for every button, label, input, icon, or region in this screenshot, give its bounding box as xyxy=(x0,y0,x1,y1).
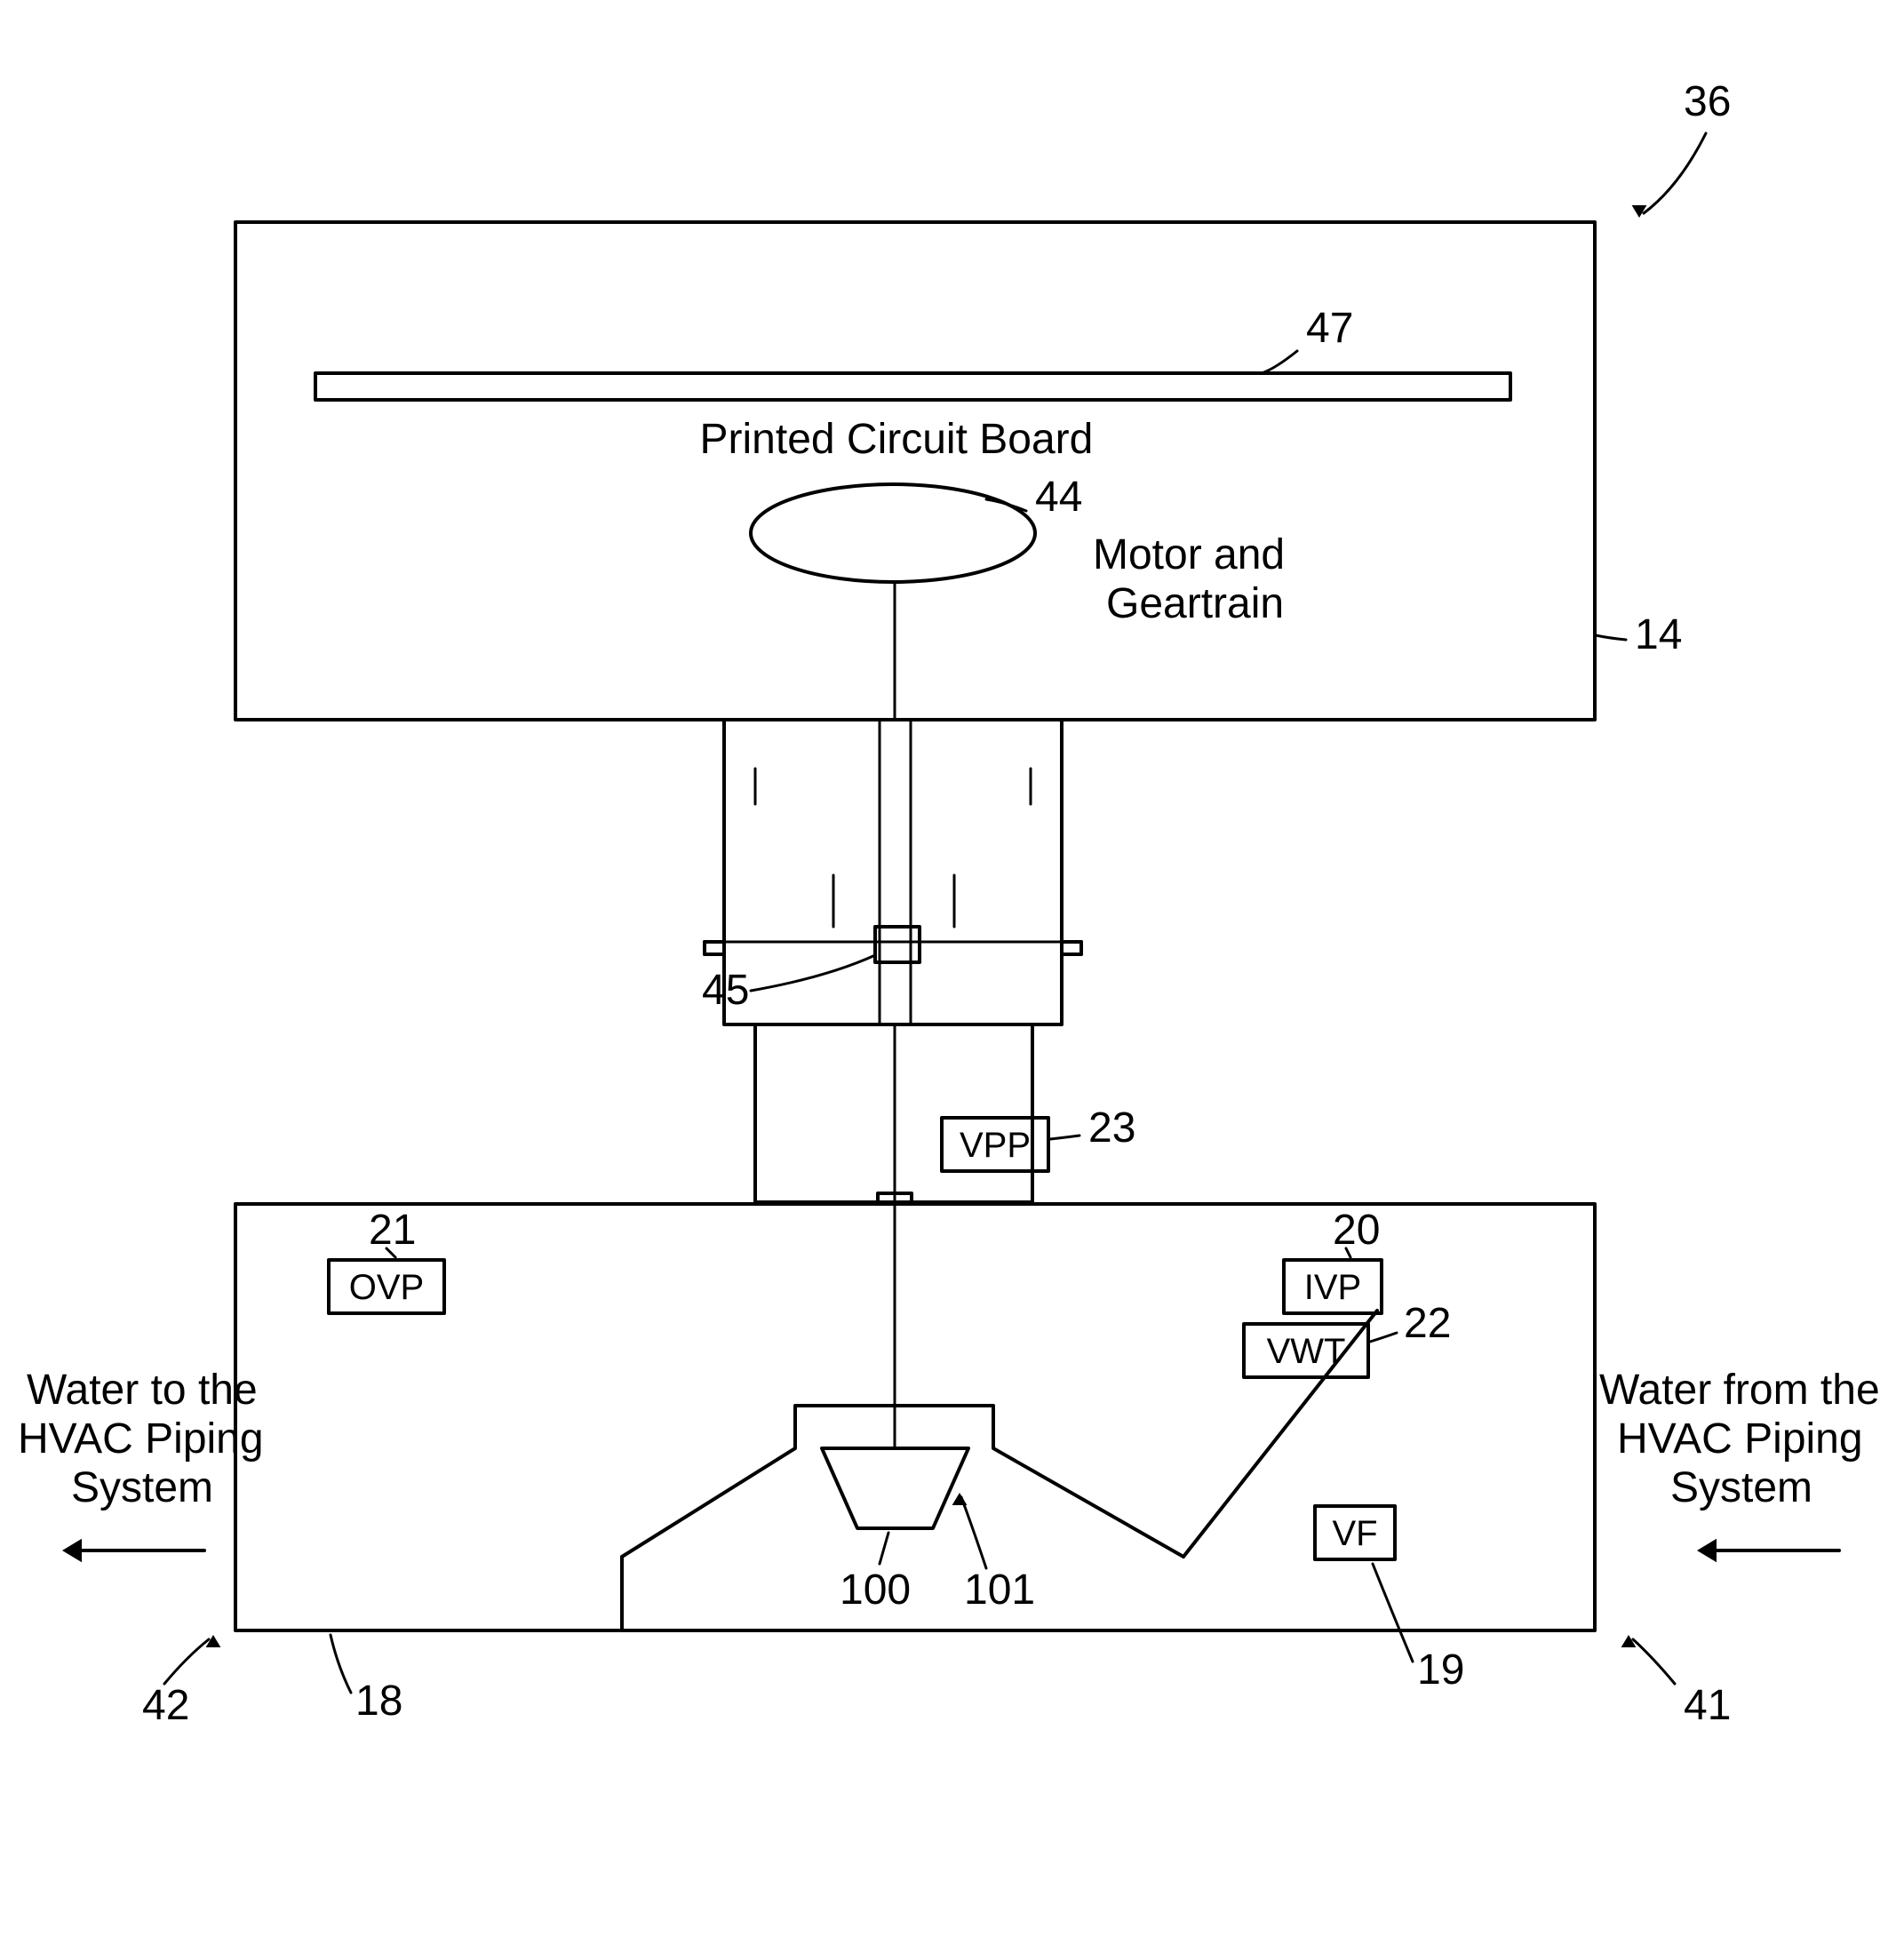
svg-text:19: 19 xyxy=(1417,1646,1464,1694)
svg-text:18: 18 xyxy=(355,1678,402,1725)
svg-text:Motor and: Motor and xyxy=(1093,531,1285,578)
svg-text:Printed Circuit Board: Printed Circuit Board xyxy=(700,416,1094,463)
motor-ellipse xyxy=(751,484,1035,582)
svg-text:42: 42 xyxy=(142,1682,189,1729)
ivp-box-text: IVP xyxy=(1304,1268,1361,1307)
svg-text:23: 23 xyxy=(1088,1104,1135,1152)
svg-text:HVAC Piping: HVAC Piping xyxy=(1617,1415,1863,1463)
coupling-block xyxy=(875,927,920,962)
svg-text:System: System xyxy=(1670,1464,1812,1511)
svg-text:21: 21 xyxy=(369,1207,416,1254)
svg-text:14: 14 xyxy=(1635,611,1682,658)
pcb-bar xyxy=(315,373,1510,400)
svg-text:Water to the: Water to the xyxy=(27,1367,258,1414)
vf-box-text: VF xyxy=(1332,1514,1377,1553)
svg-text:45: 45 xyxy=(702,967,749,1014)
vpp-box-text: VPP xyxy=(960,1126,1031,1165)
svg-text:System: System xyxy=(71,1464,213,1511)
svg-text:44: 44 xyxy=(1035,474,1082,521)
svg-text:36: 36 xyxy=(1684,78,1731,125)
svg-text:22: 22 xyxy=(1404,1300,1451,1347)
ovp-box-text: OVP xyxy=(349,1268,424,1307)
neck-outer xyxy=(724,720,1062,1024)
svg-text:47: 47 xyxy=(1306,305,1353,352)
actuator-housing xyxy=(235,222,1595,720)
vwt-box-text: VWT xyxy=(1267,1332,1346,1371)
svg-text:41: 41 xyxy=(1684,1682,1731,1729)
svg-text:101: 101 xyxy=(964,1566,1035,1614)
svg-text:Geartrain: Geartrain xyxy=(1106,580,1284,627)
svg-text:Water from the: Water from the xyxy=(1599,1367,1880,1414)
valve-body xyxy=(235,1204,1595,1630)
svg-text:100: 100 xyxy=(840,1566,911,1614)
svg-text:20: 20 xyxy=(1333,1207,1380,1254)
svg-text:HVAC Piping: HVAC Piping xyxy=(18,1415,264,1463)
